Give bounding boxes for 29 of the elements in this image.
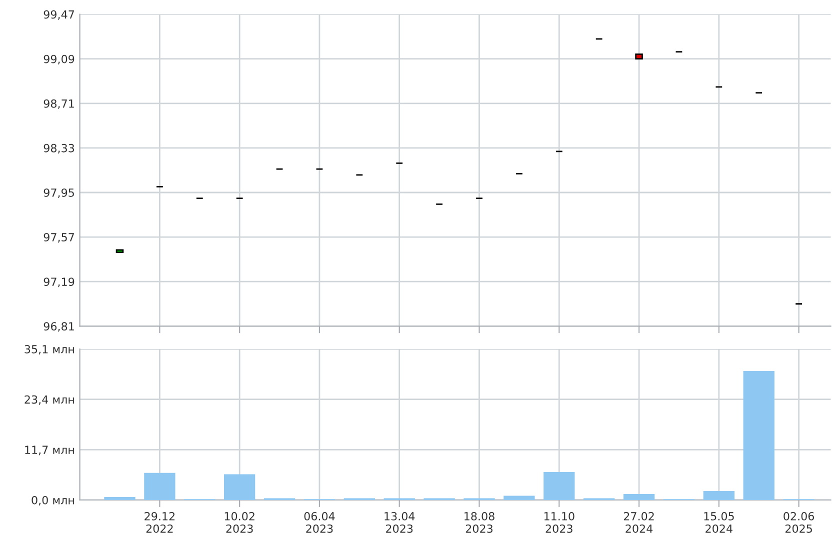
- bar: [743, 370, 774, 500]
- x-tick-label: 18.08 2023: [464, 512, 494, 533]
- x-tick-label: 27.02 2024: [624, 512, 654, 533]
- y-tick-label: 35,1 млн: [24, 345, 74, 355]
- y-tick-label: 97,95: [44, 188, 74, 198]
- bar: [504, 496, 535, 500]
- y-tick-label: 99,09: [44, 54, 74, 64]
- x-tick-label: 06.04 2023: [304, 512, 335, 533]
- y-tick-label: 96,81: [44, 322, 74, 332]
- x-tick-label: 11.10 2023: [544, 512, 574, 533]
- y-tick-label: 97,57: [44, 233, 74, 243]
- y-tick-label: 98,71: [44, 99, 74, 109]
- bar: [224, 474, 256, 500]
- y-tick-label: 23,4 млн: [24, 395, 74, 405]
- y-tick-label: 98,33: [44, 144, 74, 154]
- x-tick-label: 10.02 2023: [224, 512, 254, 533]
- y-tick-label: 0,0 млн: [32, 496, 74, 506]
- bar: [144, 472, 176, 500]
- x-tick-label: 02.06 2025: [784, 512, 814, 533]
- bar: [544, 472, 575, 500]
- bar: [623, 494, 655, 500]
- y-tick-label: 99,47: [44, 10, 74, 20]
- bar: [104, 496, 136, 500]
- x-tick-label: 29.12 2022: [144, 512, 174, 533]
- x-tick-label: 13.04 2023: [384, 512, 415, 533]
- y-tick-label: 11,7 млн: [25, 446, 74, 456]
- x-tick-label: 15.05 2024: [704, 512, 734, 533]
- y-tick-label: 97,19: [44, 278, 74, 288]
- bar: [703, 490, 734, 500]
